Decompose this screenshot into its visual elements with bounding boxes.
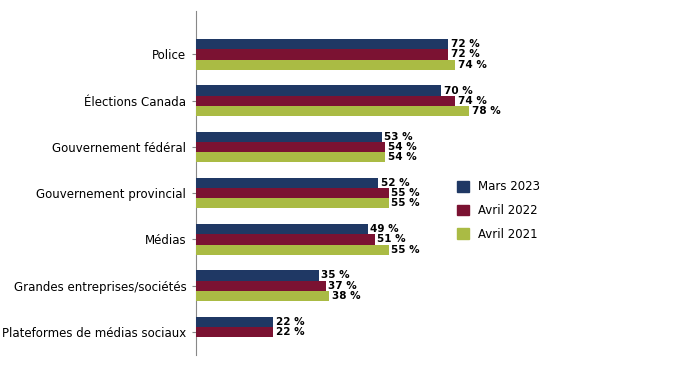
- Bar: [196, 224, 368, 234]
- Text: 37 %: 37 %: [328, 281, 357, 291]
- Text: 49 %: 49 %: [370, 224, 399, 234]
- Text: 55 %: 55 %: [391, 244, 420, 255]
- Text: 35 %: 35 %: [321, 270, 350, 280]
- Bar: [196, 39, 448, 49]
- Text: 22 %: 22 %: [276, 327, 304, 337]
- Text: 54 %: 54 %: [388, 152, 416, 162]
- Bar: [196, 132, 382, 142]
- Text: 51 %: 51 %: [377, 234, 406, 244]
- Text: 72 %: 72 %: [451, 39, 480, 49]
- Bar: [196, 85, 441, 96]
- Bar: [196, 327, 273, 337]
- Text: 74 %: 74 %: [458, 60, 486, 70]
- Text: 38 %: 38 %: [332, 291, 361, 301]
- Bar: [196, 188, 389, 198]
- Text: 74 %: 74 %: [458, 96, 486, 106]
- Bar: [196, 142, 385, 152]
- Bar: [196, 317, 273, 327]
- Bar: [196, 244, 389, 255]
- Bar: [196, 96, 455, 106]
- Bar: [196, 281, 326, 291]
- Bar: [196, 178, 378, 188]
- Bar: [196, 234, 374, 244]
- Text: 78 %: 78 %: [472, 106, 500, 116]
- Text: 22 %: 22 %: [276, 317, 304, 327]
- Legend: Mars 2023, Avril 2022, Avril 2021: Mars 2023, Avril 2022, Avril 2021: [457, 180, 540, 241]
- Text: 70 %: 70 %: [444, 86, 473, 96]
- Text: 72 %: 72 %: [451, 49, 480, 59]
- Text: 54 %: 54 %: [388, 142, 416, 152]
- Text: 55 %: 55 %: [391, 188, 420, 198]
- Bar: [196, 106, 469, 116]
- Bar: [196, 60, 455, 70]
- Text: 55 %: 55 %: [391, 198, 420, 208]
- Bar: [196, 291, 329, 301]
- Bar: [196, 270, 318, 281]
- Bar: [196, 198, 389, 208]
- Text: 53 %: 53 %: [384, 132, 413, 142]
- Bar: [196, 152, 385, 162]
- Bar: [196, 49, 448, 60]
- Text: 52 %: 52 %: [381, 178, 409, 188]
